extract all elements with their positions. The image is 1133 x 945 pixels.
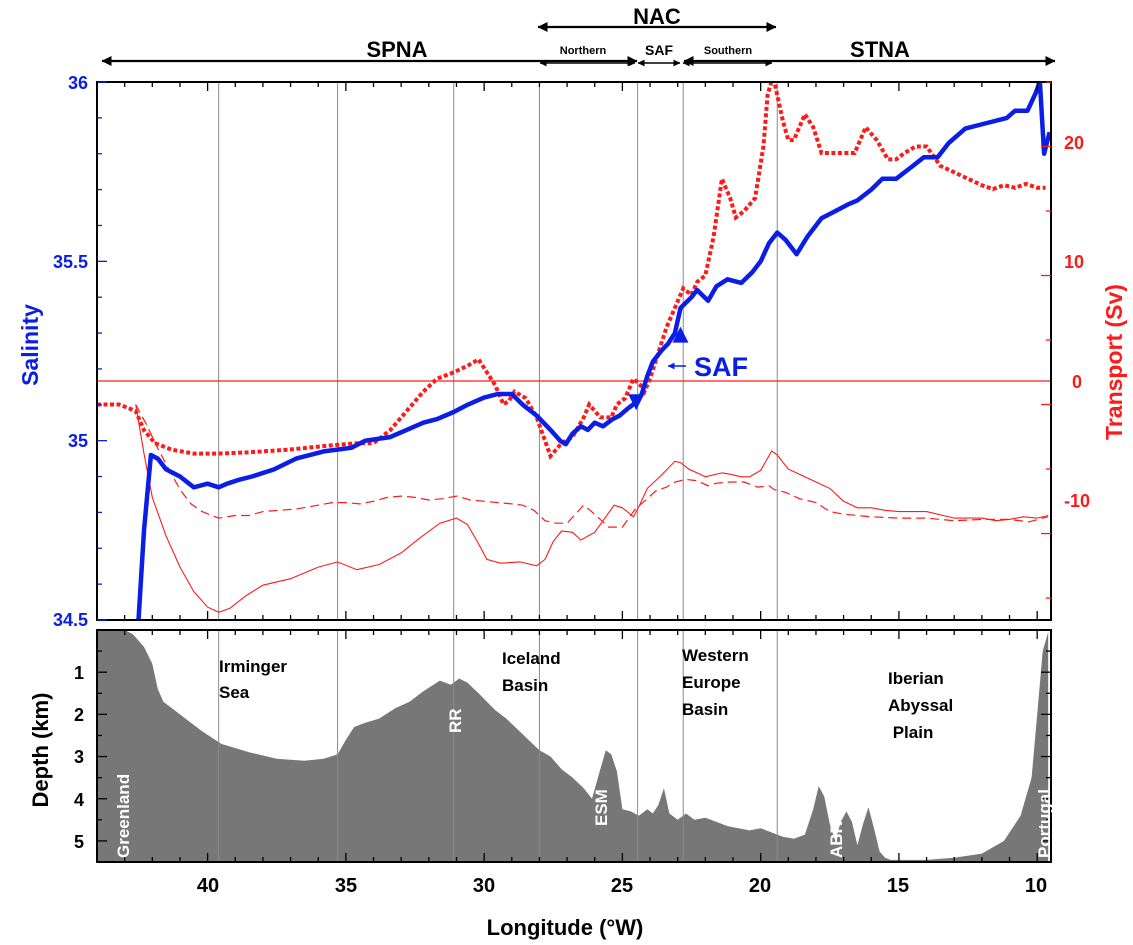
lower-vertical-lines <box>218 630 778 862</box>
irminger-label-line1: Irminger <box>219 657 287 676</box>
irminger-label: Irminger Sea <box>219 657 292 702</box>
salinity-line <box>136 82 1051 620</box>
abr-label: ABR <box>827 821 846 858</box>
transport-solid-line <box>135 404 1049 613</box>
nac-label: NAC <box>633 4 681 29</box>
ytick-right-4: 20 <box>1064 133 1084 153</box>
xtick-30: 30 <box>473 875 495 897</box>
ytick-left-3: 35.5 <box>53 252 88 272</box>
stna-label: STNA <box>850 37 910 62</box>
xtick-10: 10 <box>1025 875 1047 897</box>
transport-axis-label: Transport (Sv) <box>1101 284 1127 440</box>
western-label-line1: Western <box>682 646 749 665</box>
upper-frame <box>96 81 1052 621</box>
esm-label: ESM <box>592 789 611 826</box>
saf-marker-down <box>628 394 645 411</box>
depth-axis-label: Depth (km) <box>28 693 53 808</box>
saf-region-label: SAF <box>645 42 673 58</box>
portugal-label: Portugal <box>1035 789 1054 858</box>
upper-ticks <box>96 81 1051 621</box>
iberian-label-line1: Iberian <box>888 669 944 688</box>
ytick-right-2: 0 <box>1072 372 1082 392</box>
iberian-label-line3: Plain <box>888 723 933 742</box>
ytick-right-3: 10 <box>1064 252 1084 272</box>
transport-dashed-line <box>135 404 1049 528</box>
ytick-left-2: 35 <box>68 431 88 451</box>
saf-annotation: SAF <box>694 352 748 382</box>
transport-dotted-line <box>97 82 1046 461</box>
ytick-depth-1: 1 <box>74 663 84 683</box>
longitude-axis-label: Longitude (°W) <box>487 915 644 940</box>
iberian-label: Iberian Abyssal Plain <box>888 669 958 742</box>
xtick-25: 25 <box>611 875 633 897</box>
region-header: SPNA NAC Northern SAF Southern STNA <box>101 4 1056 67</box>
ytick-depth-5: 5 <box>74 832 84 852</box>
xtick-20: 20 <box>749 875 771 897</box>
western-europe-label: Western Europe Basin <box>682 646 754 719</box>
saf-marker-up <box>672 326 689 343</box>
irminger-label-line2: Sea <box>219 683 250 702</box>
xtick-35: 35 <box>335 875 357 897</box>
bathymetry-area <box>97 630 1049 862</box>
ytick-depth-4: 4 <box>74 790 84 810</box>
ytick-depth-2: 2 <box>74 705 84 725</box>
salinity-axis-label: Salinity <box>17 304 43 386</box>
iceland-label: Iceland Basin <box>502 649 565 695</box>
iceland-label-line1: Iceland <box>502 649 561 668</box>
greenland-label: Greenland <box>114 774 133 858</box>
ytick-left-1: 34.5 <box>53 610 88 630</box>
lower-frame <box>96 629 1052 863</box>
spna-label: SPNA <box>366 37 427 62</box>
iberian-label-line2: Abyssal <box>888 696 953 715</box>
rr-label: RR <box>446 708 465 733</box>
western-label-line3: Basin <box>682 700 728 719</box>
iceland-label-line2: Basin <box>502 676 548 695</box>
western-label-line2: Europe <box>682 673 741 692</box>
ytick-right-1: -10 <box>1064 491 1090 511</box>
upper-panel: SAF 34.5 35 35.5 36 Salinity -10 0 10 20… <box>17 73 1127 630</box>
upper-vertical-lines <box>218 82 778 620</box>
southern-label: Southern <box>704 45 753 57</box>
ytick-depth-3: 3 <box>74 747 84 767</box>
xtick-15: 15 <box>887 875 909 897</box>
xtick-40: 40 <box>197 875 219 897</box>
northern-label: Northern <box>560 45 607 57</box>
lower-panel: Irminger Sea Iceland Basin Western Europ… <box>28 629 1054 940</box>
lower-ticks <box>96 630 1051 863</box>
ytick-left-4: 36 <box>68 73 88 93</box>
